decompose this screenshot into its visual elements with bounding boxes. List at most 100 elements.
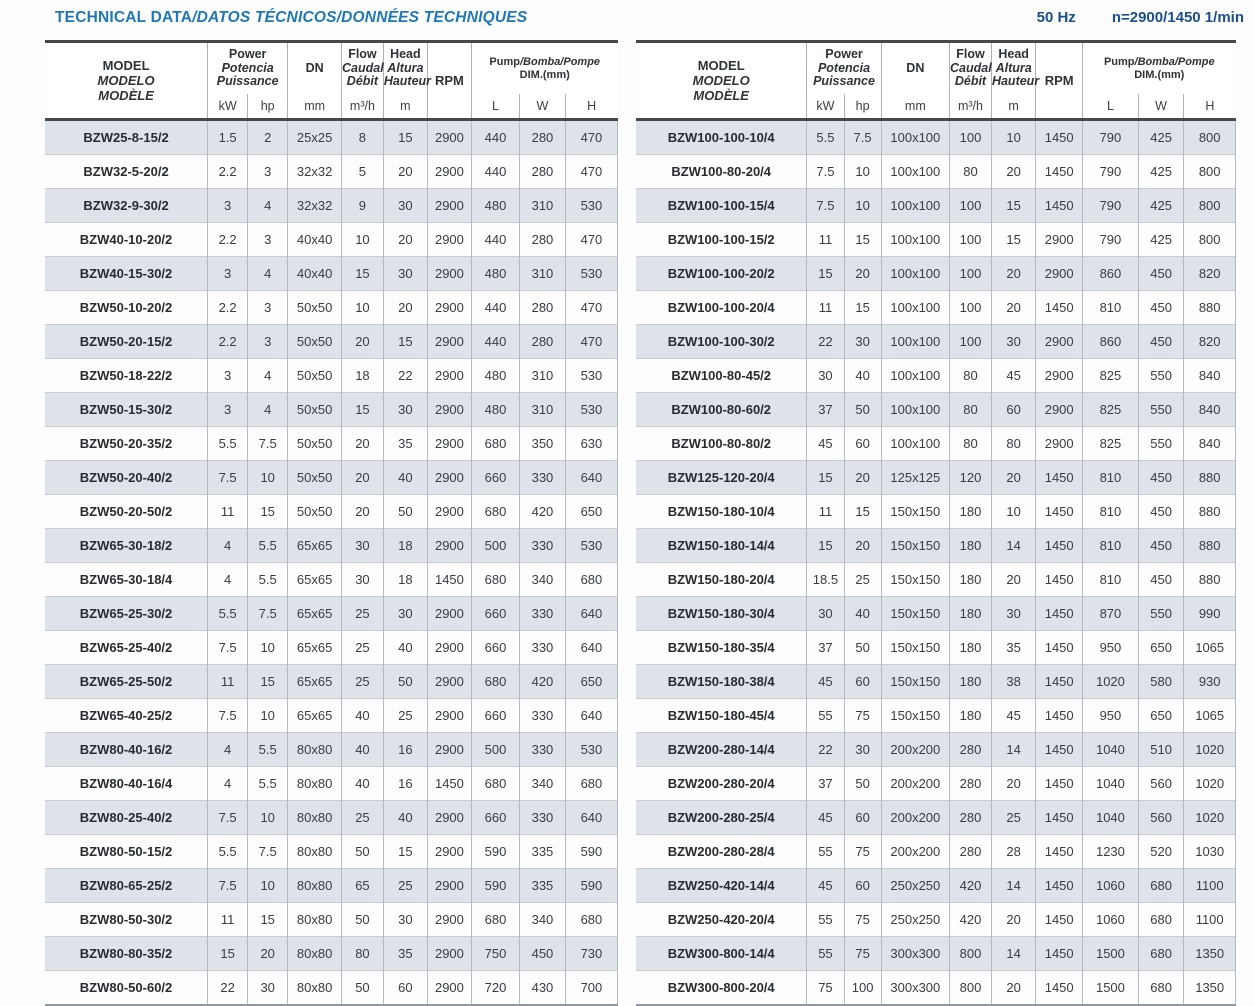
dn-cell: 250x250 xyxy=(880,868,950,903)
rpm-cell: 2900 xyxy=(426,154,472,189)
dim-h-cell: 840 xyxy=(1183,358,1236,393)
head-cell: 30 xyxy=(382,596,428,631)
head-cell: 15 xyxy=(382,119,428,155)
power-hp-cell: 7.5 xyxy=(247,596,288,631)
rpm-cell: 1450 xyxy=(1035,119,1083,155)
power-hp-cell: 15 xyxy=(247,494,288,529)
dim-l-cell: 1040 xyxy=(1082,800,1139,835)
dim-l-cell: 660 xyxy=(470,460,520,495)
head-cell: 15 xyxy=(990,222,1036,257)
rpm-cell: 2900 xyxy=(1035,222,1083,257)
power-kw-cell: 4 xyxy=(207,766,248,801)
dim-l-cell: 1040 xyxy=(1082,766,1139,801)
head-cell: 45 xyxy=(990,698,1036,733)
model-cell: BZW300-800-20/4 xyxy=(667,980,775,995)
dim-l-cell: 870 xyxy=(1082,596,1139,631)
dim-l-cell: 660 xyxy=(470,630,520,665)
power-hp-cell: 40 xyxy=(843,596,882,631)
unit-l: L xyxy=(470,94,520,120)
dim-h-cell: 650 xyxy=(564,664,619,699)
table-row: BZW32-9-30/2 3 4 32x32 9 30 2900 480 310… xyxy=(45,188,619,223)
rpm-cell: 2900 xyxy=(426,732,472,767)
dim-l-cell: 440 xyxy=(470,290,520,325)
dim-l-cell: 480 xyxy=(470,188,520,223)
flow-cell: 800 xyxy=(949,936,992,971)
rpm-cell: 2900 xyxy=(426,290,472,325)
table-row: BZW100-80-60/2 37 50 100x100 80 60 2900 … xyxy=(636,392,1236,427)
power-hp-cell: 60 xyxy=(843,800,882,835)
dn-cell: 100x100 xyxy=(880,222,950,257)
head-cell: 30 xyxy=(382,256,428,291)
power-kw-cell: 2.2 xyxy=(207,290,248,325)
table-row: BZW80-80-35/2 15 20 80x80 80 35 2900 750… xyxy=(45,936,619,971)
flow-cell: 180 xyxy=(949,698,992,733)
model-cell: BZW65-30-18/2 xyxy=(45,528,208,563)
head-cell: 50 xyxy=(382,664,428,699)
head-cell: 18 xyxy=(382,528,428,563)
head-cell: 15 xyxy=(382,834,428,869)
unit-m: m xyxy=(990,94,1036,120)
head-cell: 14 xyxy=(990,528,1036,563)
rpm-cell: 2900 xyxy=(1035,392,1083,427)
rpm-cell: 1450 xyxy=(1035,766,1083,801)
power-kw-cell: 5.5 xyxy=(207,834,248,869)
dim-h-cell: 880 xyxy=(1183,562,1236,597)
dim-l-cell: 680 xyxy=(470,426,520,461)
power-hp-cell: 75 xyxy=(843,902,882,937)
power-kw-cell: 55 xyxy=(806,834,845,869)
dn-cell: 100x100 xyxy=(880,119,950,155)
flow-cell: 15 xyxy=(341,256,384,291)
dim-w-cell: 310 xyxy=(519,358,566,393)
dim-l-cell: 1020 xyxy=(1082,664,1139,699)
flow-cell: 30 xyxy=(341,528,384,563)
head-cell: 20 xyxy=(990,460,1036,495)
dim-l-cell: 790 xyxy=(1082,222,1139,257)
power-hp-cell: 100 xyxy=(843,970,882,1005)
power-kw-cell: 45 xyxy=(806,800,845,835)
dim-l-cell: 950 xyxy=(1082,698,1139,733)
dim-h-cell: 800 xyxy=(1183,119,1236,155)
dim-w-cell: 330 xyxy=(519,528,566,563)
model-cell: BZW250-420-14/4 xyxy=(636,868,807,903)
head-cell: 20 xyxy=(990,562,1036,597)
power-kw-cell: 4 xyxy=(207,732,248,767)
dim-w-cell: 330 xyxy=(519,698,566,733)
table-row: BZW100-100-15/2 11 15 100x100 100 15 290… xyxy=(636,222,1236,257)
dn-cell: 50x50 xyxy=(287,290,342,325)
head-cell: 10 xyxy=(990,494,1036,529)
model-cell: BZW80-50-15/2 xyxy=(79,844,173,859)
dn-cell: 200x200 xyxy=(880,800,950,835)
power-kw-cell: 3 xyxy=(207,188,248,223)
dim-l-cell: 810 xyxy=(1082,494,1139,529)
model-cell: BZW80-80-35/2 xyxy=(45,936,208,971)
flow-cell: 18 xyxy=(341,358,384,393)
flow-cell: 180 xyxy=(949,596,992,631)
table-body: BZW25-8-15/2 1.5 2 25x25 8 15 2900 440 2… xyxy=(45,119,619,1005)
flow-cell: 50 xyxy=(341,834,384,869)
power-kw-cell: 3 xyxy=(207,392,248,427)
unit-h: H xyxy=(564,94,618,120)
rpm-cell: 1450 xyxy=(426,562,472,597)
dim-h-cell: 530 xyxy=(564,732,619,767)
power-hp-cell: 10 xyxy=(247,630,288,665)
power-kw-cell: 22 xyxy=(207,970,248,1005)
dn-cell: 80x80 xyxy=(287,970,342,1005)
table-row: BZW100-80-45/2 30 40 100x100 80 45 2900 … xyxy=(636,358,1236,393)
power-kw-cell: 3 xyxy=(207,256,248,291)
head-cell: 22 xyxy=(382,358,428,393)
table-row: BZW100-80-80/2 45 60 100x100 80 80 2900 … xyxy=(636,426,1236,461)
table-body: BZW100-100-10/4 5.5 7.5 100x100 100 10 1… xyxy=(636,119,1236,1005)
table-row: BZW65-40-25/2 7.5 10 65x65 40 25 2900 66… xyxy=(45,698,619,733)
dn-cell: 80x80 xyxy=(287,868,342,903)
dim-l-cell: 1060 xyxy=(1082,902,1139,937)
power-kw-cell: 22 xyxy=(806,732,845,767)
dn-cell: 150x150 xyxy=(880,630,950,665)
table-row: BZW40-10-20/2 2.2 3 40x40 10 20 2900 440… xyxy=(45,222,619,257)
power-hp-cell: 3 xyxy=(247,324,288,359)
page-title: TECHNICAL DATA/DATOS TÉCNICOS/DONNÉES TE… xyxy=(55,9,527,27)
model-cell: BZW50-10-20/2 xyxy=(79,300,173,315)
power-kw-cell: 15 xyxy=(207,936,248,971)
model-cell: BZW50-18-22/2 xyxy=(79,368,173,383)
power-hp-cell: 3 xyxy=(247,154,288,189)
dim-h-cell: 470 xyxy=(564,119,619,155)
